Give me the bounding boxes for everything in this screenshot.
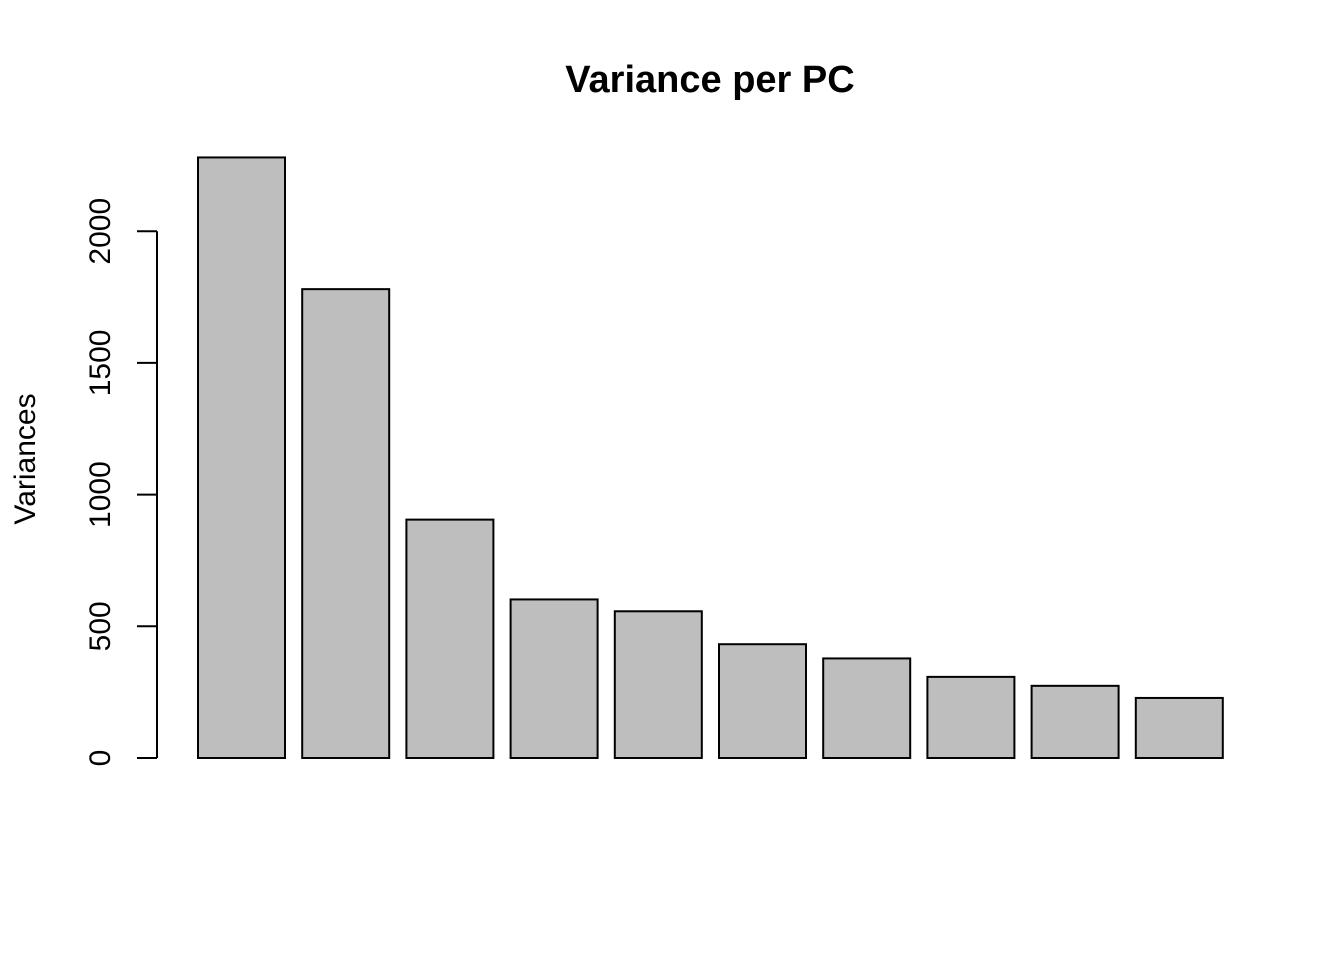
y-tick-label: 1500 xyxy=(84,330,117,397)
bar-pc-9 xyxy=(1030,684,1120,760)
y-axis-label: Variances xyxy=(9,393,42,524)
chart-title: Variance per PC xyxy=(565,59,854,101)
y-tick-label: 500 xyxy=(84,601,117,651)
bar-pc-10 xyxy=(1134,696,1224,760)
bar-pc-5 xyxy=(613,610,703,759)
bar-pc-2 xyxy=(301,288,391,759)
y-tick-label: 0 xyxy=(84,750,117,767)
y-tick-label: 2000 xyxy=(84,198,117,265)
bar-pc-6 xyxy=(718,643,807,759)
bars-group xyxy=(197,156,1224,760)
bar-pc-1 xyxy=(197,156,286,759)
bar-pc-4 xyxy=(509,598,599,760)
y-tick-label: 1000 xyxy=(84,461,117,528)
bar-pc-8 xyxy=(926,675,1016,759)
bar-pc-3 xyxy=(405,518,495,759)
bar-pc-7 xyxy=(822,657,912,760)
y-axis-ticks: 0 500 1000 1500 2000 xyxy=(84,198,157,767)
